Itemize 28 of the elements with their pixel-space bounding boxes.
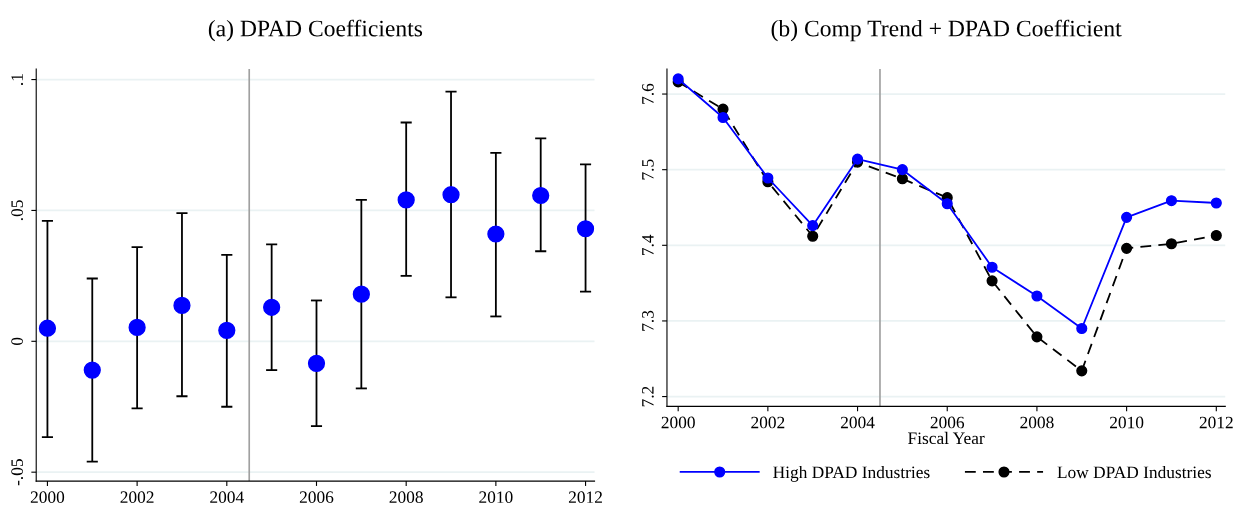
x-tick-label: 2006	[930, 416, 965, 429]
x-tick-label: 2004	[840, 416, 875, 429]
x-tick-label: 2006	[299, 491, 334, 504]
x-tick-label: 2004	[210, 491, 244, 504]
y-tick-label: .05	[11, 200, 24, 221]
x-axis-title: Fiscal Year	[908, 431, 985, 445]
x-tick-label: 2000	[30, 491, 65, 504]
chart-title: (a) DPAD Coefficients	[208, 19, 423, 42]
y-tick-label: 7.6	[642, 83, 654, 104]
x-tick-label: 2008	[1020, 416, 1054, 429]
y-tick-label: 7.5	[642, 159, 654, 180]
x-tick-label: 2002	[751, 416, 785, 429]
x-tick-label: 2002	[120, 491, 154, 504]
y-tick-label: -.05	[11, 459, 24, 486]
x-tick-label: 2012	[568, 491, 602, 504]
x-tick-label: 2000	[661, 416, 695, 429]
y-tick-label: 7.2	[642, 386, 654, 407]
y-tick-label: 7.3	[642, 310, 654, 331]
x-tick-label: 2008	[389, 491, 423, 504]
y-tick-label: .1	[11, 74, 24, 85]
x-tick-label: 2010	[479, 491, 513, 504]
x-tick-label: 2012	[1199, 416, 1233, 429]
x-tick-label: 2010	[1110, 416, 1144, 429]
y-tick-label: 0	[11, 337, 23, 345]
legend-label: High DPAD Industries	[773, 465, 930, 482]
chart-title: (b) Comp Trend + DPAD Coefficient	[771, 19, 1122, 42]
y-tick-label: 7.4	[642, 234, 654, 256]
legend-label: Low DPAD Industries	[1057, 465, 1211, 479]
